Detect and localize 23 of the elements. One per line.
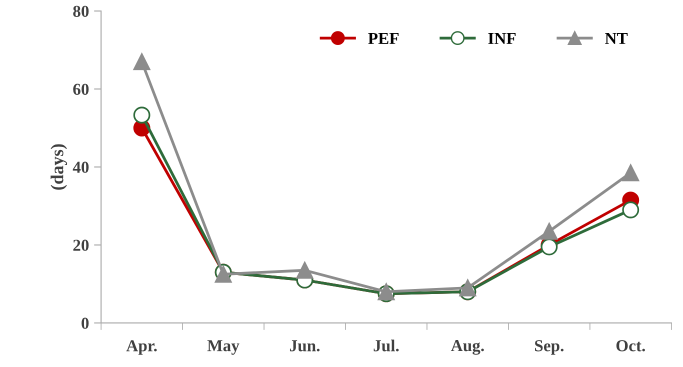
y-tick-label: 60 xyxy=(73,84,89,95)
x-tick-label: Aug. xyxy=(450,340,484,355)
legend-label: INF xyxy=(488,33,516,44)
point xyxy=(622,201,640,218)
x-tick-label: Jul. xyxy=(374,340,399,352)
point xyxy=(133,53,150,70)
y-tick-label: 80 xyxy=(73,6,89,17)
point xyxy=(296,262,314,279)
y-axis-title: (days) xyxy=(50,144,68,190)
point xyxy=(622,164,640,182)
y-tick-label: 20 xyxy=(73,240,89,251)
x-tick-label: Apr. xyxy=(126,340,157,355)
x-tick-label: Sep. xyxy=(535,340,564,355)
x-tick-label: Oct. xyxy=(616,340,645,352)
y-tick-label: 0 xyxy=(82,318,89,329)
y-tick-label: 40 xyxy=(72,162,89,173)
point xyxy=(540,222,558,240)
x-tick-label: Jun. xyxy=(290,340,320,352)
point xyxy=(459,279,476,296)
legend-label: PEF xyxy=(368,33,399,44)
point xyxy=(133,106,150,124)
x-tick-label: May xyxy=(207,340,240,355)
legend-label: NT xyxy=(605,33,628,44)
